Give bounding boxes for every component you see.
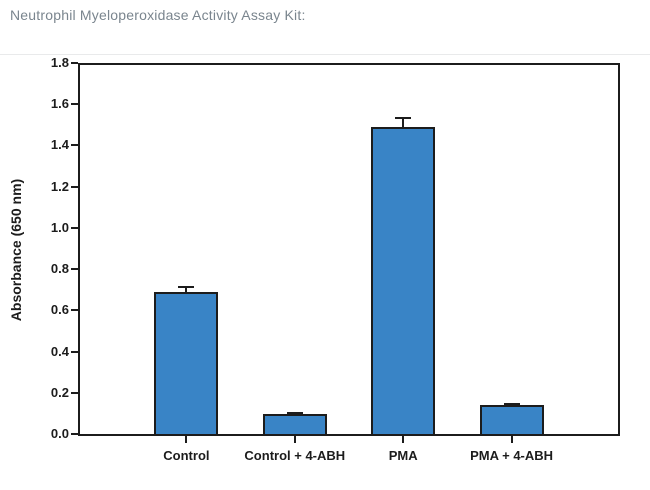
x-tick-mark	[185, 436, 188, 443]
y-tick-label: 1.8	[50, 55, 69, 70]
y-tick-label: 0.6	[50, 302, 69, 318]
y-tick-label: 0.2	[50, 384, 69, 400]
error-bar-cap	[286, 412, 303, 415]
bar-pma-4-abh	[479, 405, 544, 436]
y-tick-label: 1.6	[50, 96, 69, 112]
y-tick-label: 1.4	[50, 137, 69, 153]
y-tick-mark	[71, 103, 78, 106]
bar-control	[154, 291, 219, 436]
x-tick-label: Control	[163, 448, 210, 463]
error-bar-cap	[395, 116, 412, 119]
y-tick-mark	[71, 391, 78, 394]
y-tick-label: 0.4	[50, 343, 69, 359]
y-tick-mark	[71, 350, 78, 353]
x-tick-label: PMA + 4-ABH	[470, 448, 554, 463]
header-divider	[0, 54, 650, 55]
plot-area	[78, 63, 620, 436]
error-bar-stem	[293, 413, 296, 416]
x-tick-mark	[293, 436, 296, 443]
error-bar-stem	[185, 286, 188, 292]
y-tick-label: 1.2	[50, 178, 69, 194]
y-tick-mark	[71, 62, 78, 64]
bar-control-4-abh	[262, 414, 327, 436]
x-tick-mark	[510, 436, 513, 443]
error-bar-stem	[402, 117, 405, 127]
y-tick-mark	[71, 226, 78, 229]
y-tick-label: 0.0	[50, 426, 69, 441]
y-tick-label: 0.8	[50, 261, 69, 277]
x-tick-label: PMA	[388, 448, 418, 463]
x-tick-label: Control + 4-ABH	[244, 448, 346, 463]
y-tick-mark	[71, 309, 78, 312]
y-tick-mark	[71, 144, 78, 147]
y-tick-mark	[71, 185, 78, 188]
page-title: Neutrophil Myeloperoxidase Activity Assa…	[10, 7, 306, 23]
y-tick-mark	[71, 433, 78, 435]
error-bar-cap	[503, 403, 520, 406]
x-tick-mark	[402, 436, 405, 443]
error-bar-stem	[510, 404, 513, 407]
y-tick-label: 1.0	[50, 219, 69, 235]
bar-pma	[371, 126, 436, 436]
error-bar-cap	[178, 285, 195, 288]
y-axis-title: Absorbance (650 nm)	[8, 178, 24, 322]
y-tick-mark	[71, 268, 78, 271]
